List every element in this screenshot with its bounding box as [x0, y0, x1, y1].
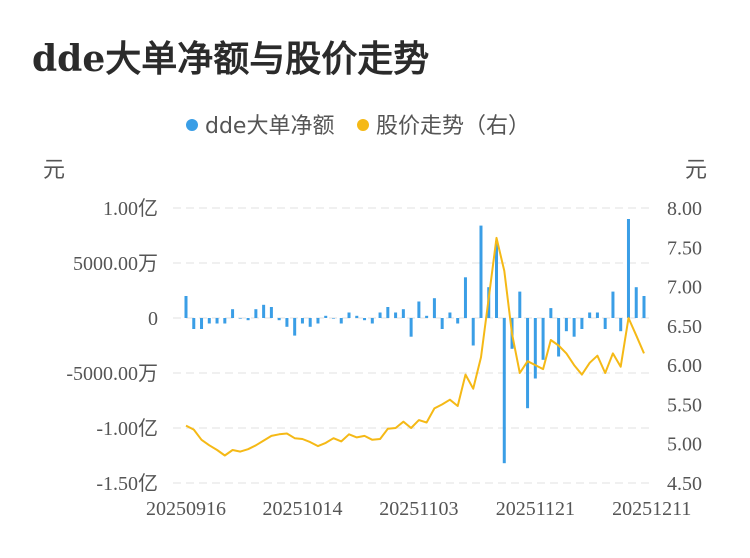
right-tick-label: 4.50: [667, 473, 702, 495]
bar[interactable]: [238, 318, 242, 319]
right-axis-unit: 元: [685, 158, 707, 183]
bar[interactable]: [386, 307, 390, 318]
bar[interactable]: [595, 312, 599, 319]
left-tick-label: -1.50亿: [96, 472, 158, 495]
bar[interactable]: [184, 296, 188, 318]
bar[interactable]: [231, 309, 235, 318]
bar[interactable]: [223, 318, 227, 324]
bar[interactable]: [533, 318, 537, 379]
x-tick-label: 20251211: [612, 498, 691, 520]
bar[interactable]: [448, 312, 452, 319]
bar[interactable]: [580, 318, 584, 329]
bar[interactable]: [269, 307, 273, 318]
bar[interactable]: [495, 241, 499, 318]
legend-label[interactable]: 股价走势（右）: [376, 114, 530, 139]
right-tick-label: 7.00: [667, 277, 702, 299]
legend-marker: [357, 119, 369, 131]
right-tick-label: 6.50: [667, 316, 702, 338]
right-tick-label: 8.00: [667, 198, 702, 220]
bar[interactable]: [432, 298, 436, 318]
legend[interactable]: dde大单净额 股价走势（右）: [186, 114, 530, 139]
right-tick-label: 7.50: [667, 237, 702, 259]
bar[interactable]: [440, 318, 444, 329]
x-tick-label: 20251014: [262, 498, 342, 520]
x-axis-ticks: 20250916 20251014 20251103 20251121 20251211: [146, 498, 691, 520]
bar-series: [184, 219, 646, 464]
bar[interactable]: [262, 304, 266, 318]
bar[interactable]: [634, 287, 638, 318]
bar[interactable]: [394, 312, 398, 319]
bar[interactable]: [355, 315, 359, 318]
bar[interactable]: [347, 312, 351, 319]
bar[interactable]: [549, 308, 553, 318]
bar[interactable]: [564, 318, 568, 332]
legend-marker: [186, 119, 198, 131]
x-tick-label: 20251121: [496, 498, 575, 520]
left-tick-label: -5000.00万: [66, 363, 158, 385]
bar[interactable]: [277, 318, 281, 321]
bar[interactable]: [308, 318, 312, 327]
legend-label[interactable]: dde大单净额: [205, 114, 334, 139]
bar[interactable]: [463, 277, 467, 318]
price-line: [185, 236, 645, 457]
left-axis-ticks: 1.00亿 5000.00万 0 -5000.00万 -1.00亿 -1.50亿: [66, 197, 158, 495]
bar[interactable]: [207, 318, 211, 324]
left-tick-label: 5000.00万: [73, 253, 158, 275]
bar[interactable]: [285, 318, 289, 327]
bar[interactable]: [502, 318, 506, 464]
left-axis-unit: 元: [43, 158, 65, 183]
bar[interactable]: [425, 315, 429, 318]
bar[interactable]: [642, 296, 646, 318]
bar[interactable]: [626, 219, 630, 318]
right-tick-label: 6.00: [667, 355, 702, 377]
bar[interactable]: [339, 318, 343, 324]
gridlines: [173, 207, 651, 484]
bar[interactable]: [363, 318, 367, 321]
bar[interactable]: [541, 318, 545, 360]
bar[interactable]: [200, 318, 204, 329]
bar[interactable]: [370, 318, 374, 324]
bar[interactable]: [588, 312, 592, 319]
bar[interactable]: [456, 318, 460, 324]
bar[interactable]: [619, 318, 623, 332]
bar[interactable]: [331, 318, 335, 319]
bar[interactable]: [215, 318, 219, 324]
right-tick-label: 5.50: [667, 394, 702, 416]
bar[interactable]: [324, 315, 328, 318]
bar[interactable]: [471, 318, 475, 346]
left-tick-label: 0: [148, 308, 158, 330]
bar[interactable]: [401, 309, 405, 318]
bar[interactable]: [300, 318, 304, 324]
bar[interactable]: [192, 318, 196, 329]
bar[interactable]: [246, 318, 250, 321]
bar[interactable]: [479, 225, 483, 318]
bar[interactable]: [611, 291, 615, 318]
bar[interactable]: [254, 309, 258, 318]
bar[interactable]: [557, 318, 561, 357]
right-tick-label: 5.00: [667, 434, 702, 456]
bar[interactable]: [378, 312, 382, 319]
left-tick-label: 1.00亿: [103, 197, 158, 220]
bar[interactable]: [518, 291, 522, 318]
x-tick-label: 20251103: [379, 498, 458, 520]
bar[interactable]: [293, 318, 297, 336]
bar[interactable]: [603, 318, 607, 329]
left-tick-label: -1.00亿: [96, 417, 158, 440]
bar[interactable]: [417, 301, 421, 319]
x-tick-label: 20250916: [146, 498, 226, 520]
chart-title: dde大单净额与股价走势: [32, 38, 430, 80]
bar[interactable]: [526, 318, 530, 409]
bar[interactable]: [409, 318, 413, 337]
right-axis-ticks: 8.00 7.50 7.00 6.50 6.00 5.50 5.00 4.50: [667, 198, 702, 495]
bar[interactable]: [572, 318, 576, 337]
bar[interactable]: [316, 318, 320, 324]
